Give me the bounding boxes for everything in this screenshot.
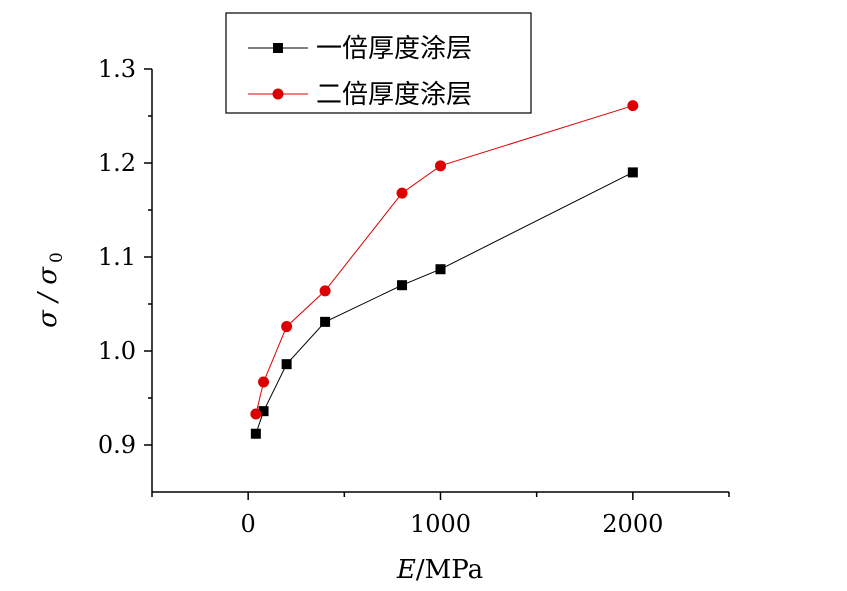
data-point bbox=[435, 160, 446, 172]
data-point bbox=[258, 376, 270, 388]
legend: 一倍厚度涂层 二倍厚度涂层 bbox=[225, 12, 532, 114]
legend-item-series-1: 一倍厚度涂层 bbox=[248, 34, 472, 64]
x-axis-title-unit: /MPa bbox=[416, 555, 483, 585]
data-point bbox=[319, 285, 331, 297]
series-layer bbox=[250, 100, 639, 439]
legend-label-series-1: 一倍厚度涂层 bbox=[316, 34, 472, 64]
y-axis-title-main: σ / σ bbox=[33, 266, 63, 328]
axes bbox=[151, 69, 729, 493]
legend-marker-series-2 bbox=[272, 88, 284, 100]
data-point bbox=[320, 316, 331, 327]
series-2 bbox=[250, 100, 639, 420]
y-tick-label: 1.1 bbox=[98, 243, 136, 271]
legend-item-series-2: 二倍厚度涂层 bbox=[248, 80, 472, 110]
x-tick-label: 2000 bbox=[602, 510, 663, 538]
data-point bbox=[250, 428, 261, 439]
y-tick-label: 1.3 bbox=[98, 55, 136, 83]
data-point bbox=[435, 264, 446, 275]
series-line bbox=[255, 105, 633, 415]
x-tick-label: 0 bbox=[241, 510, 256, 538]
data-point bbox=[281, 359, 292, 370]
y-axis-title: σ / σ 0 bbox=[33, 252, 67, 328]
y-axis-title-subscript: 0 bbox=[47, 252, 67, 263]
legend-label-series-2: 二倍厚度涂层 bbox=[316, 80, 472, 110]
x-axis-title-variable: E bbox=[396, 555, 416, 585]
x-tick-label: 1000 bbox=[410, 510, 471, 538]
data-point bbox=[250, 408, 262, 420]
data-point bbox=[281, 321, 293, 333]
data-point bbox=[627, 167, 638, 178]
data-point bbox=[258, 406, 269, 417]
y-tick-label: 1.0 bbox=[98, 337, 136, 365]
data-point bbox=[396, 187, 408, 199]
y-tick-label: 0.9 bbox=[98, 431, 136, 459]
data-point bbox=[397, 280, 408, 291]
ticks: 0.9 1.0 1.1 1.2 1.3 0 1000 2000 bbox=[98, 55, 730, 538]
data-point bbox=[627, 100, 639, 112]
y-tick-label: 1.2 bbox=[98, 149, 136, 177]
series-1 bbox=[250, 167, 638, 439]
legend-marker-series-1 bbox=[273, 43, 283, 53]
x-axis-title: E/MPa bbox=[396, 555, 483, 585]
